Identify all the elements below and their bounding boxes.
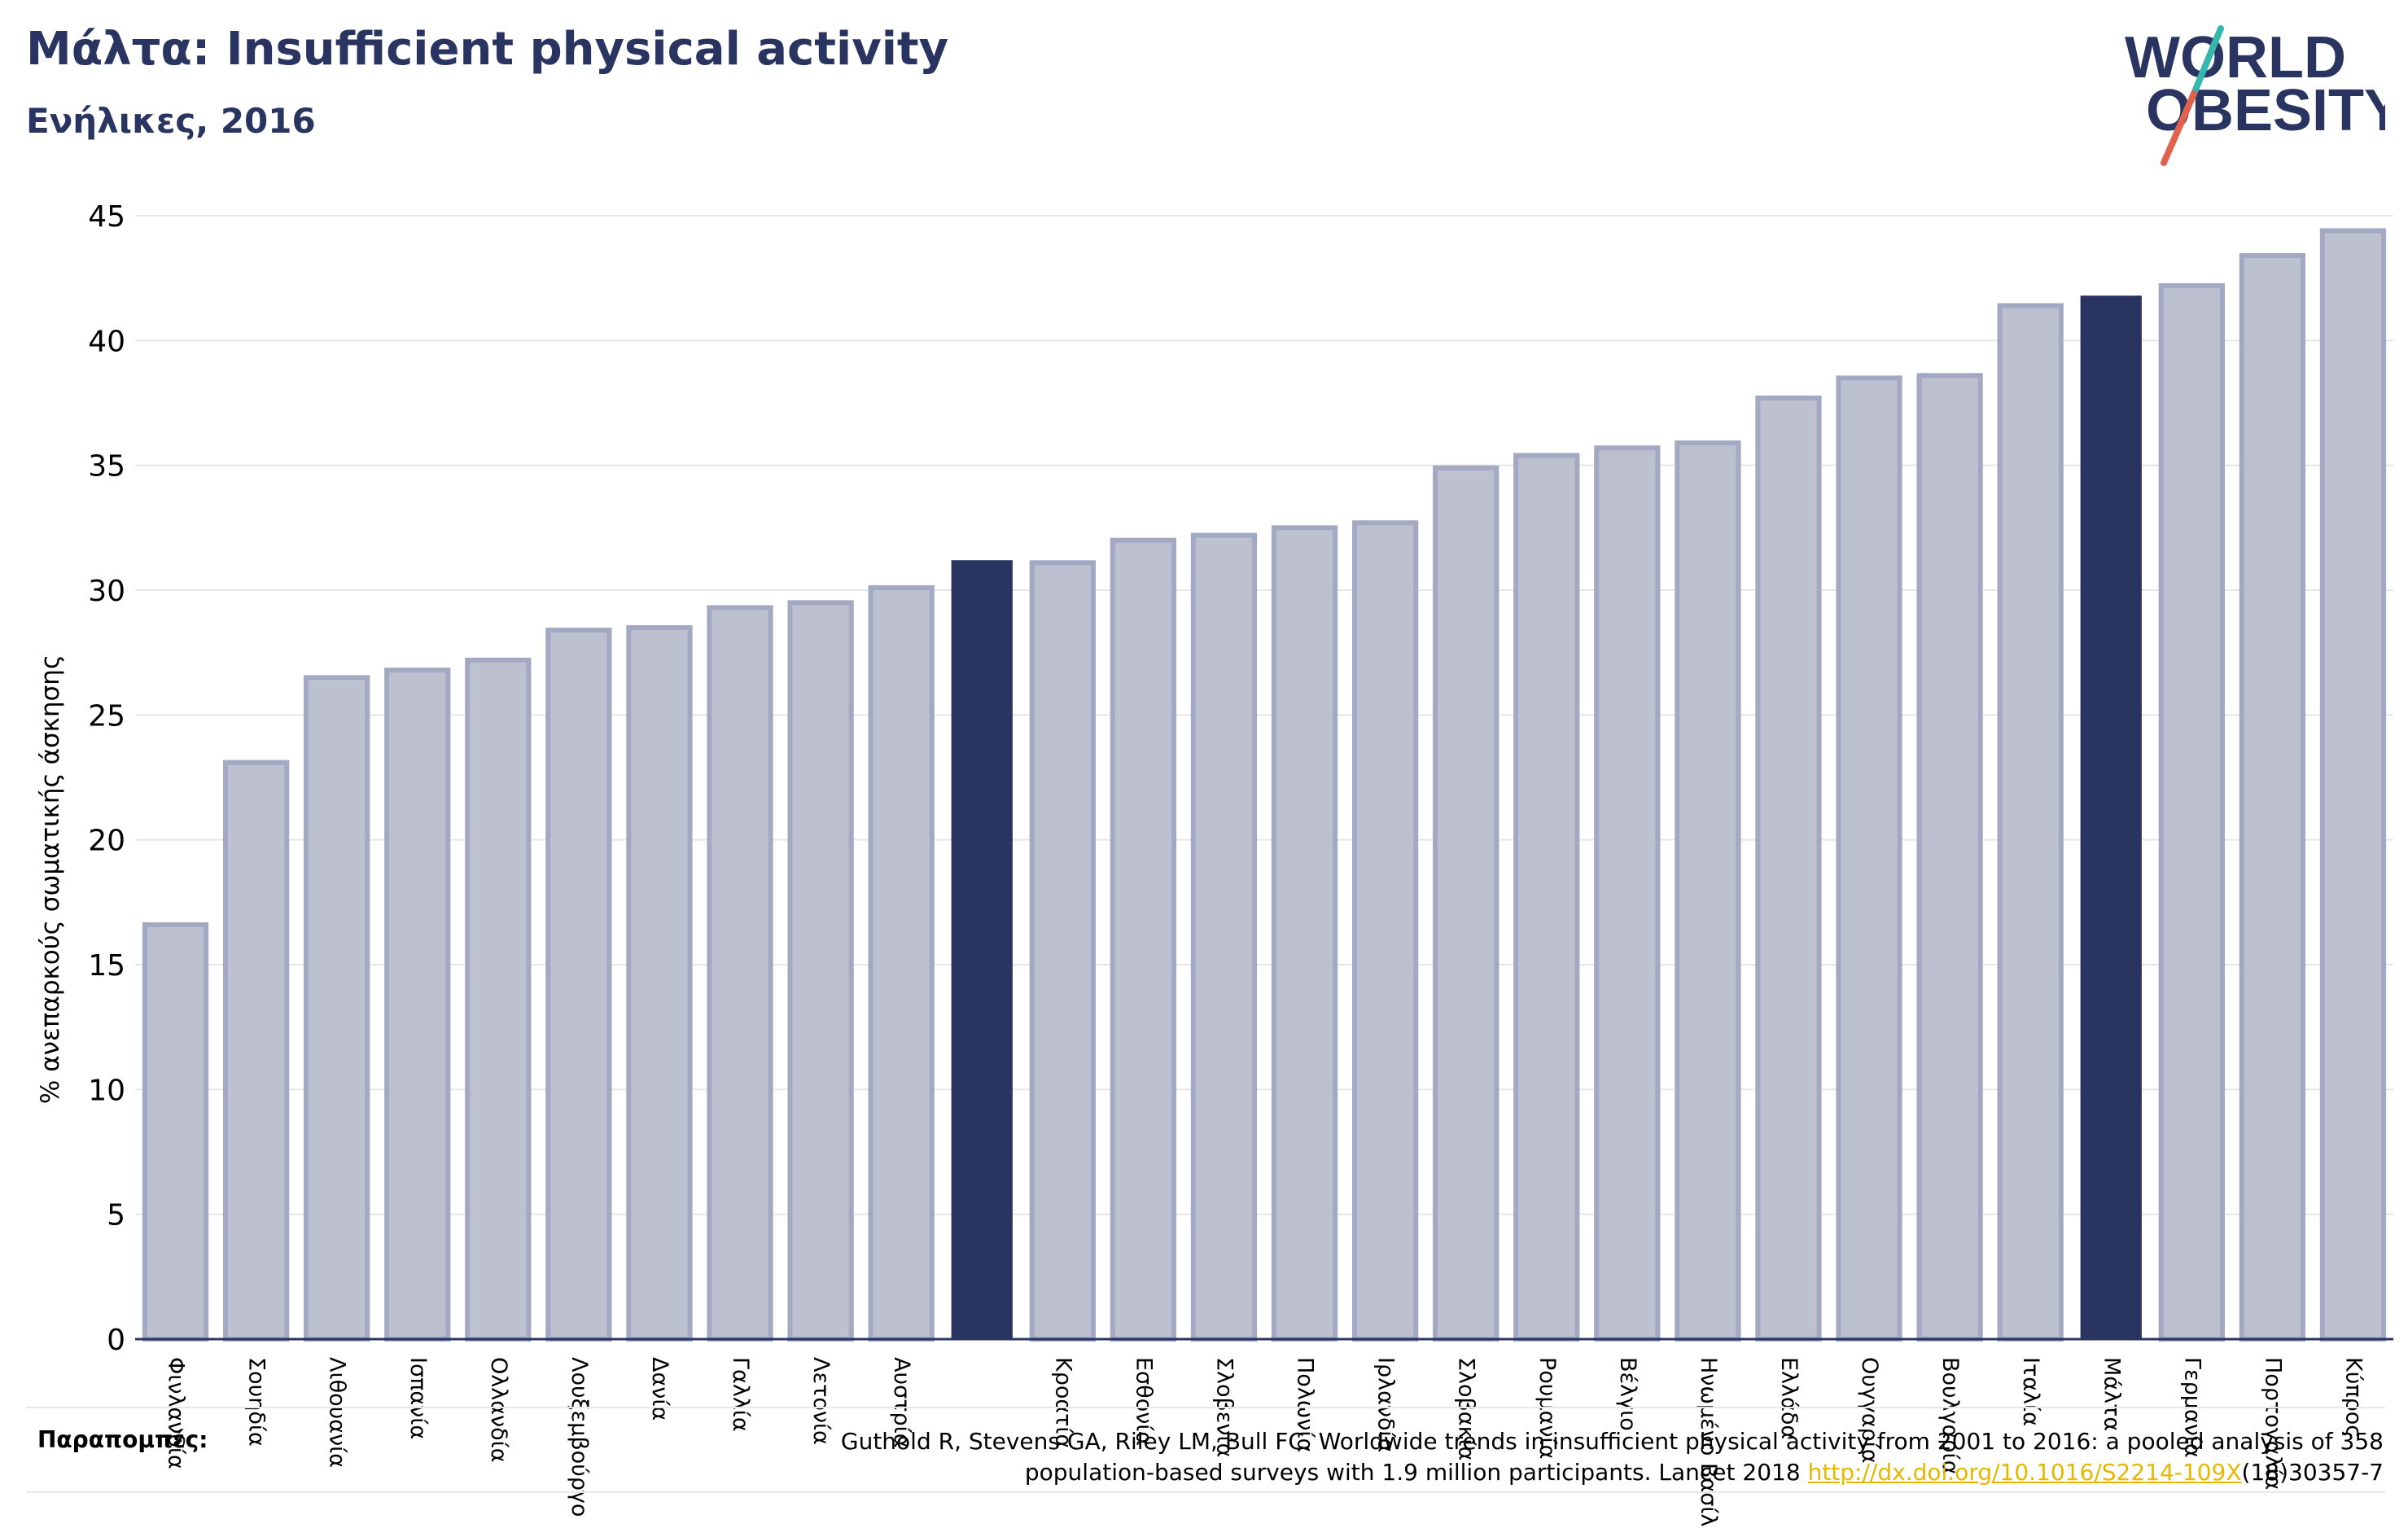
bar-Ελλάδα bbox=[1755, 395, 1822, 1342]
bar-Ουγγαρία bbox=[1836, 375, 1902, 1342]
bar-Ιρλανδία bbox=[1351, 520, 1419, 1342]
x-tick-label: Πολωνία bbox=[1293, 1357, 1318, 1452]
y-tick-label: 25 bbox=[88, 699, 125, 733]
x-tick-label: Ιρλανδία bbox=[1373, 1357, 1399, 1452]
x-tick-label: Λετονία bbox=[808, 1357, 834, 1445]
logo-slash-red bbox=[2161, 90, 2197, 166]
citation-line-2-text: population-based surveys with 1.9 millio… bbox=[1024, 1459, 1808, 1486]
page-subtitle: Ενήλικες, 2016 bbox=[26, 101, 316, 141]
x-tick-label: Βουλγαρία bbox=[1937, 1357, 1963, 1475]
y-tick-labels: 0 5 10 15 20 25 30 35 40 45 bbox=[88, 200, 125, 1357]
bar-Σλοβακία bbox=[1433, 465, 1500, 1342]
page-title: Μάλτα: Insufficient physical activity bbox=[26, 23, 949, 76]
bar-Εσθονία bbox=[1110, 537, 1177, 1342]
x-tick-label: Αυστρία bbox=[889, 1357, 914, 1448]
bar-Ιταλία bbox=[1997, 303, 2064, 1342]
bar-Ολλανδία bbox=[465, 657, 532, 1342]
citation-line-2: population-based surveys with 1.9 millio… bbox=[674, 1457, 2384, 1488]
footer-divider-bottom bbox=[26, 1491, 2385, 1493]
x-tick-label: Κροατία bbox=[1050, 1357, 1075, 1448]
bar-Μάλτα bbox=[2080, 296, 2142, 1340]
x-tick-label: Σουηδία bbox=[244, 1357, 269, 1447]
bar-Ρουμανία bbox=[1513, 453, 1580, 1342]
x-tick-label: Ηνωμένο Βασίλειο bbox=[1696, 1357, 1721, 1528]
bar-Ισπανία bbox=[384, 668, 451, 1342]
x-tick-label: Πορτογαλία bbox=[2260, 1357, 2285, 1490]
footer-divider-top bbox=[26, 1407, 2385, 1408]
bar-Σλοβενία bbox=[1190, 532, 1258, 1342]
bar-Βουλγαρία bbox=[1916, 373, 1983, 1342]
bar-Κροατία bbox=[1029, 560, 1096, 1342]
x-tick-label: Γαλλία bbox=[728, 1357, 753, 1432]
logo-slash-teal bbox=[2191, 25, 2224, 97]
bar-Λετονία bbox=[787, 600, 854, 1342]
y-tick-label: 0 bbox=[107, 1324, 125, 1357]
x-tick-label: Φινλανδία bbox=[164, 1357, 189, 1469]
bar-Φινλανδία bbox=[142, 922, 209, 1342]
x-tick-label: Μάλτα bbox=[2099, 1357, 2124, 1431]
x-tick-label: Λιθουανία bbox=[325, 1357, 350, 1468]
x-tick-label: Δανία bbox=[647, 1357, 672, 1421]
logo-text-world: WORLD bbox=[2125, 25, 2346, 90]
x-tick-label: Ελλάδα bbox=[1776, 1357, 1802, 1439]
y-tick-label: 5 bbox=[107, 1199, 125, 1232]
references-label: Παραπομπές: bbox=[37, 1426, 208, 1453]
bar-Ηνωμένο Βασίλειο bbox=[1675, 440, 1741, 1342]
bar-Πορτογαλία bbox=[2239, 253, 2306, 1342]
bar-Κύπρος bbox=[2319, 228, 2387, 1342]
y-tick-label: 10 bbox=[88, 1074, 125, 1107]
x-tick-label: Κύπρος bbox=[2340, 1357, 2366, 1438]
x-tick-label: Βέλγιο bbox=[1615, 1357, 1640, 1431]
citation-line-1: Guthold R, Stevens GA, Riley LM, Bull FC… bbox=[840, 1428, 2384, 1455]
bar-highlight bbox=[951, 560, 1013, 1339]
citation: Guthold R, Stevens GA, Riley LM, Bull FC… bbox=[674, 1426, 2384, 1488]
y-tick-label: 35 bbox=[88, 450, 125, 484]
bar-Πολωνία bbox=[1271, 525, 1338, 1342]
x-tick-label: Εσθονία bbox=[1131, 1357, 1156, 1446]
y-axis-label: % ανεπαρκούς σωματικής άσκησης bbox=[36, 655, 65, 1104]
bar-Λουξεμβούργο bbox=[545, 628, 612, 1342]
y-tick-label: 30 bbox=[88, 575, 125, 608]
bar-Βέλγιο bbox=[1594, 445, 1661, 1342]
x-tick-label: Ολλανδία bbox=[486, 1357, 511, 1463]
x-tick-label: Λουξεμβούργο bbox=[567, 1357, 592, 1517]
bar-Λιθουανία bbox=[304, 675, 370, 1342]
y-tick-label: 40 bbox=[88, 325, 125, 358]
bar-Σουηδία bbox=[222, 760, 290, 1342]
bar-Γερμανία bbox=[2158, 282, 2225, 1342]
x-tick-label: Σλοβακία bbox=[1454, 1357, 1479, 1460]
bar-Δανία bbox=[626, 625, 693, 1342]
x-tick-label: Ιταλία bbox=[2018, 1357, 2043, 1426]
world-obesity-logo: WORLD OBESITY bbox=[2125, 25, 2385, 166]
citation-doi-link[interactable]: http://dx.doi.org/10.1016/S2214-109X bbox=[1807, 1459, 2242, 1486]
bar-Γαλλία bbox=[707, 605, 773, 1342]
y-tick-label: 15 bbox=[88, 949, 125, 983]
bars bbox=[142, 228, 2387, 1342]
citation-line-2-suffix: (18)30357-7 bbox=[2241, 1459, 2384, 1486]
y-tick-label: 45 bbox=[88, 200, 125, 234]
y-tick-label: 20 bbox=[88, 825, 125, 858]
x-tick-label: Ισπανία bbox=[405, 1357, 431, 1439]
x-tick-label: Ουγγαρία bbox=[1857, 1357, 1882, 1464]
bar-Αυστρία bbox=[868, 584, 935, 1342]
